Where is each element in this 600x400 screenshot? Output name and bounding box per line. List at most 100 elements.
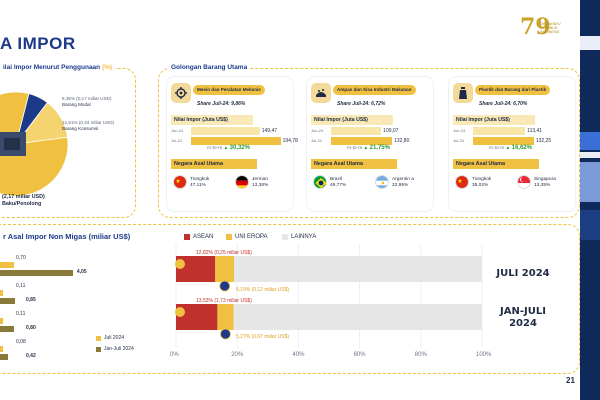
bar-juli [0,346,3,352]
anniversary-logo: 79 DIRGAHAYU REPUBLIK INDONESIA [520,14,578,48]
logo-number: 79 [520,14,551,40]
singapore-flag-icon [517,175,531,189]
value-bar [191,137,281,145]
card-share: Share Juli-24: 6,72% [337,101,386,107]
mtm-label: m-to-m [347,146,363,151]
mtm-label: m-to-m [489,146,505,151]
goods-card-plastic: Plastik dan Barang dari Plastik Share Ju… [448,76,576,212]
value-bar [331,137,393,145]
mtm-label: m-to-m [207,146,223,151]
up-arrow-icon: ▲ [223,146,229,151]
machinery-icon [171,83,191,103]
china-flag-icon [455,175,469,189]
country-name: Tiongkok [190,177,210,182]
mtm-pct: 21,75% [369,145,390,151]
legend-asean: ASEAN [184,234,213,240]
slide: A IMPOR 79 DIRGAHAYU REPUBLIK INDONESIA … [0,0,580,400]
row-value: 149,47 [261,128,278,134]
row-value: 113,41 [527,128,543,134]
country-1: Tiongkok 35,02% [472,177,491,189]
asean-emblem-icon [175,307,185,317]
asean-janjuli-label: 13,53% (1,73 miliar US$) [196,298,252,304]
stack-bar-lainnya [233,304,482,330]
legend-swatch [226,234,232,240]
note-barang-konsumsi: 12,61% (0,34 miliar USD) Barang Konsumsi [62,120,114,132]
side-thumbnail-strip [580,0,600,400]
note-konsumsi-label: Barang Konsumsi [62,126,99,131]
goods-card-machinery: Mesin dan Peralatan Mekanis Share Juli-2… [166,76,298,212]
legend-lainnya: LAINNYA [282,234,316,240]
x-tick-label: 20% [231,352,244,358]
value-bar [473,127,526,135]
period-janjuli: JAN-JULI 2024 [500,306,546,329]
legend-swatch [282,234,288,240]
row-year: Jul-24 [453,138,464,143]
x-tick-label: 40% [292,352,305,358]
bar-row-jun: Jun-24 109,07 [311,127,431,136]
bar-juli [0,290,3,296]
strip-block [580,210,600,240]
card-tag: Plastik dan Barang dari Plastik [475,85,551,95]
country-pct: 47,11% [190,183,206,188]
asean-emblem-icon [175,259,185,269]
goods-panel-title: Golongan Barang Utama [168,64,251,71]
up-arrow-icon: ▲ [505,146,511,151]
bar-jan-juli [0,270,73,276]
asean-juli-label: 12,82% (0,25 miliar US$) [196,250,252,256]
china-flag-icon [173,175,187,189]
usage-title-text: ilai Impor Menurut Penggunaan [3,64,101,71]
usage-title-suffix: (%) [101,64,113,71]
strip-block [580,162,600,202]
row-value: 132,25 [535,138,552,144]
legend-label: ASEAN [193,234,214,240]
bar-jan-juli [0,354,8,360]
value-juli: 0,11 [16,283,26,289]
value-juli: 0,08 [16,339,26,345]
value-jan-juli: 4,05 [76,269,87,275]
value-bar [473,137,534,145]
country-2: Jerman 13,38% [252,177,268,189]
strip-block [580,152,600,158]
card-tag: Ampas dan Sisa Industri Makanan [333,85,416,95]
legend-label: Jan-Juli 2024 [104,346,134,352]
legend-label: LAINNYA [291,234,317,240]
period-juli: JULI 2024 [496,268,550,279]
card-share: Share Juli-24: 9,86% [197,101,246,107]
ue-juli-label: 6,19% (0,12 miliar US$) [236,287,290,293]
row-year: Jun-24 [171,128,184,133]
value-bar [331,127,382,135]
ue-janjuli-label: 5,27% (0,67 miliar US$) [236,334,290,340]
note-modal-value: 6,35% (0,17 miliar USD) [62,96,112,101]
row-year: Jun-24 [453,128,466,133]
row-value: 132,80 [394,138,410,144]
value-jan-juli: 0,42 [26,353,36,359]
germany-flag-icon [235,175,249,189]
bar-juli [0,318,3,324]
value-bar [191,127,260,135]
legend-swatch [184,234,190,240]
page-number: 21 [566,376,575,385]
card-asal-label: Negara Asal Utama [311,159,397,169]
legend-swatch [96,346,101,352]
country-2: Argentin a 22,95% [392,177,414,189]
note-modal-label: Barang Modal [62,102,91,107]
legend-swatch [96,335,101,341]
country-pct: 35,02% [472,183,489,188]
x-tick-label: 0% [170,352,179,358]
row-year: Jul-24 [171,138,182,143]
country-pct: 13,35% [534,183,551,188]
bar-juli [0,262,14,268]
legend-juli: Juli 2024 [96,335,124,341]
card-nilai-label: Nilai Impor (Juta US$) [311,115,393,125]
row-year: Jun-24 [311,128,324,133]
bar-jan-juli [0,326,15,332]
card-tag: Mesin dan Peralatan Mekanis [193,85,265,95]
card-nilai-label: Nilai Impor (Juta US$) [453,115,535,125]
mtm-pct: 30,32% [229,145,250,151]
bar-row-jun: Jun-24 149,47 [171,127,291,136]
bar-jan-juli [0,298,16,304]
legend-jan-juli: Jan-Juli 2024 [96,346,134,352]
card-asal-label: Negara Asal Utama [171,159,257,169]
argentina-flag-icon [375,175,389,189]
country-name: Tiongkok [472,177,492,182]
